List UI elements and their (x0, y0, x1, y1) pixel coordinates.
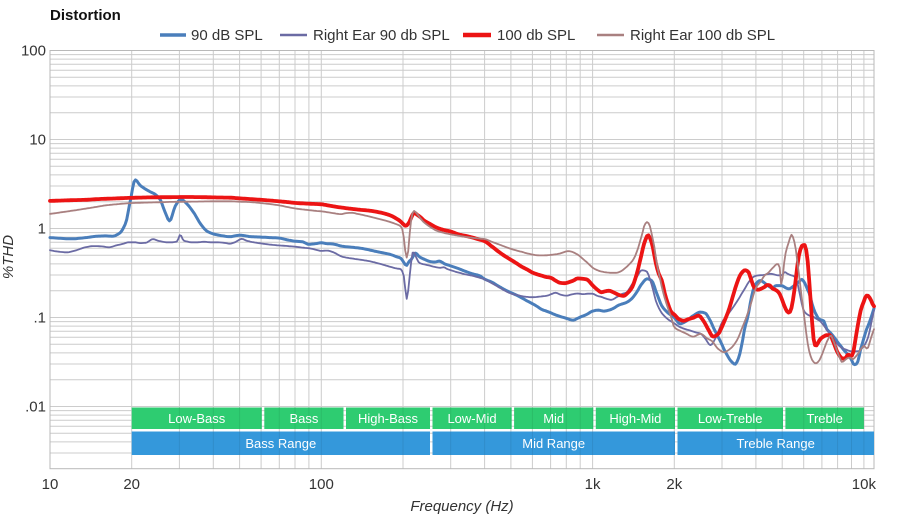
svg-text:Bass Range: Bass Range (245, 436, 316, 451)
svg-text:High-Mid: High-Mid (609, 411, 661, 426)
svg-text:Low-Bass: Low-Bass (168, 411, 226, 426)
svg-text:High-Bass: High-Bass (358, 411, 418, 426)
svg-text:2k: 2k (666, 476, 682, 493)
svg-text:10: 10 (42, 476, 59, 493)
svg-text:Distortion: Distortion (50, 7, 121, 24)
svg-text:Right Ear 100 db SPL: Right Ear 100 db SPL (630, 27, 775, 44)
svg-text:1k: 1k (585, 476, 601, 493)
svg-text:Treble Range: Treble Range (737, 436, 815, 451)
svg-text:1: 1 (38, 221, 46, 238)
svg-text:Low-Mid: Low-Mid (447, 411, 496, 426)
svg-text:10: 10 (29, 132, 46, 149)
svg-text:Right Ear 90 db SPL: Right Ear 90 db SPL (313, 27, 450, 44)
svg-text:%THD: %THD (0, 235, 17, 279)
svg-text:90 dB SPL: 90 dB SPL (191, 27, 263, 44)
svg-text:Treble: Treble (807, 411, 843, 426)
svg-text:.01: .01 (25, 399, 46, 416)
svg-text:Frequency (Hz): Frequency (Hz) (410, 498, 513, 515)
svg-text:Bass: Bass (289, 411, 318, 426)
svg-text:Mid: Mid (543, 411, 564, 426)
svg-text:.1: .1 (33, 310, 46, 327)
svg-text:20: 20 (123, 476, 140, 493)
svg-text:100: 100 (21, 43, 46, 60)
svg-text:100 db SPL: 100 db SPL (497, 27, 575, 44)
svg-text:Mid Range: Mid Range (522, 436, 585, 451)
svg-text:100: 100 (309, 476, 334, 493)
svg-text:Low-Treble: Low-Treble (698, 411, 763, 426)
svg-text:10k: 10k (852, 476, 877, 493)
